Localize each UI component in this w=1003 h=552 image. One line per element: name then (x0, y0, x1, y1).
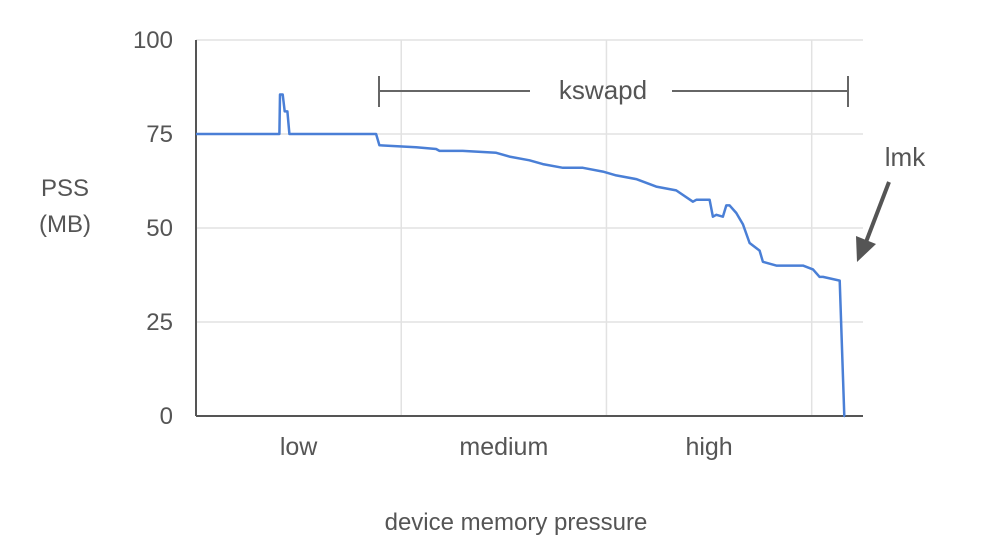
x-axis-title: device memory pressure (385, 509, 648, 536)
y-tick-label: 25 (146, 309, 173, 336)
kswapd-range-annotation: kswapd (378, 75, 849, 107)
y-tick-label: 0 (160, 403, 173, 430)
x-category-label: high (685, 433, 732, 461)
y-tick-label: 100 (133, 27, 173, 54)
y-tick-label: 75 (146, 121, 173, 148)
axes (195, 40, 863, 417)
kswapd-label: kswapd (559, 75, 647, 105)
lmk-arrow-shaft (864, 181, 891, 243)
y-tick-labels: 100 75 50 25 0 (133, 27, 173, 430)
x-category-label: low (280, 433, 318, 461)
lmk-arrow-head (856, 236, 876, 262)
series-line (196, 93, 846, 418)
series-group (196, 93, 846, 418)
grid-lines (196, 39, 863, 416)
y-tick-label: 50 (146, 215, 173, 242)
lmk-label: lmk (885, 142, 926, 172)
lmk-annotation: lmk (856, 142, 926, 262)
y-axis-title-line1: PSS (41, 175, 89, 202)
x-category-label: medium (459, 433, 548, 461)
y-axis-title-line2: (MB) (39, 211, 91, 238)
category-labels: low medium high (280, 433, 733, 461)
